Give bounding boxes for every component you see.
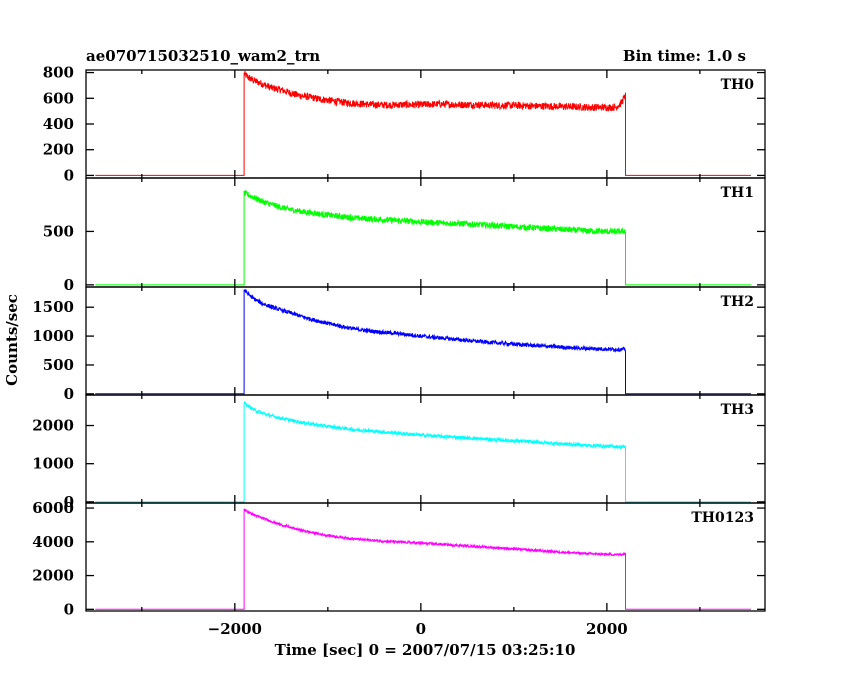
y-tick-label: 6000 xyxy=(32,499,74,517)
panel-th3: 0 1000 2000 TH3 xyxy=(32,394,766,511)
y-tick-label: 1000 xyxy=(32,455,74,473)
y-tick-label: 1000 xyxy=(32,327,74,345)
chart-title: ae070715032510_wam2_trn xyxy=(86,47,320,65)
y-axis-title: Counts/sec xyxy=(3,294,21,386)
series-label-th3: TH3 xyxy=(721,402,754,418)
y-tick-label: 800 xyxy=(43,64,74,82)
x-tick-label: −2000 xyxy=(208,620,262,638)
panel-th0123: 0 2000 4000 6000 TH0123 xyxy=(32,499,766,618)
y-tick-label: 0 xyxy=(64,166,74,184)
y-tick-label: 2000 xyxy=(32,417,74,435)
y-tick-label: 0 xyxy=(64,385,74,403)
bin-time-label: Bin time: 1.0 s xyxy=(623,47,746,65)
y-tick-label: 500 xyxy=(43,222,74,240)
y-tick-label: 500 xyxy=(43,356,74,374)
series-label-th1: TH1 xyxy=(721,185,754,201)
series-line-th0 xyxy=(95,70,751,176)
y-tick-label: 200 xyxy=(43,141,74,159)
y-tick-label: 0 xyxy=(64,600,74,618)
y-tick-label: 2000 xyxy=(32,567,74,585)
panel-frame xyxy=(85,286,766,396)
panel-th0: 0 200 400 600 800 TH0 xyxy=(43,64,766,184)
x-tick-label: 0 xyxy=(416,620,426,638)
x-axis-title: Time [sec] 0 = 2007/07/15 03:25:10 xyxy=(275,641,576,659)
series-line-th2 xyxy=(95,288,751,395)
series-label-th0123: TH0123 xyxy=(691,510,754,526)
series-label-th2: TH2 xyxy=(721,294,754,310)
series-line-th1 xyxy=(95,189,751,286)
panel-frame xyxy=(85,394,766,504)
y-tick-label: 0 xyxy=(64,276,74,294)
panel-th1: 0 500 TH1 xyxy=(43,177,766,294)
panel-frame xyxy=(85,177,766,288)
x-tick-label: 2000 xyxy=(586,620,628,638)
series-label-th0: TH0 xyxy=(721,77,755,93)
series-line-th0123 xyxy=(95,508,751,610)
y-tick-label: 1500 xyxy=(32,298,74,316)
series-line-th3 xyxy=(95,400,751,503)
y-tick-label: 400 xyxy=(43,115,74,133)
y-tick-label: 0 xyxy=(64,493,74,511)
x-axis: −2000 0 2000 xyxy=(208,620,628,638)
panel-th2: 0 500 1000 1500 TH2 xyxy=(32,286,766,403)
y-tick-label: 600 xyxy=(43,89,74,107)
panel-frame xyxy=(85,69,766,179)
y-tick-label: 4000 xyxy=(32,533,74,551)
panels: 0 200 400 600 800 TH0 0 500 TH1 0 500 1000 1500 TH2 0 1… xyxy=(32,64,766,618)
panel-frame xyxy=(85,502,766,612)
